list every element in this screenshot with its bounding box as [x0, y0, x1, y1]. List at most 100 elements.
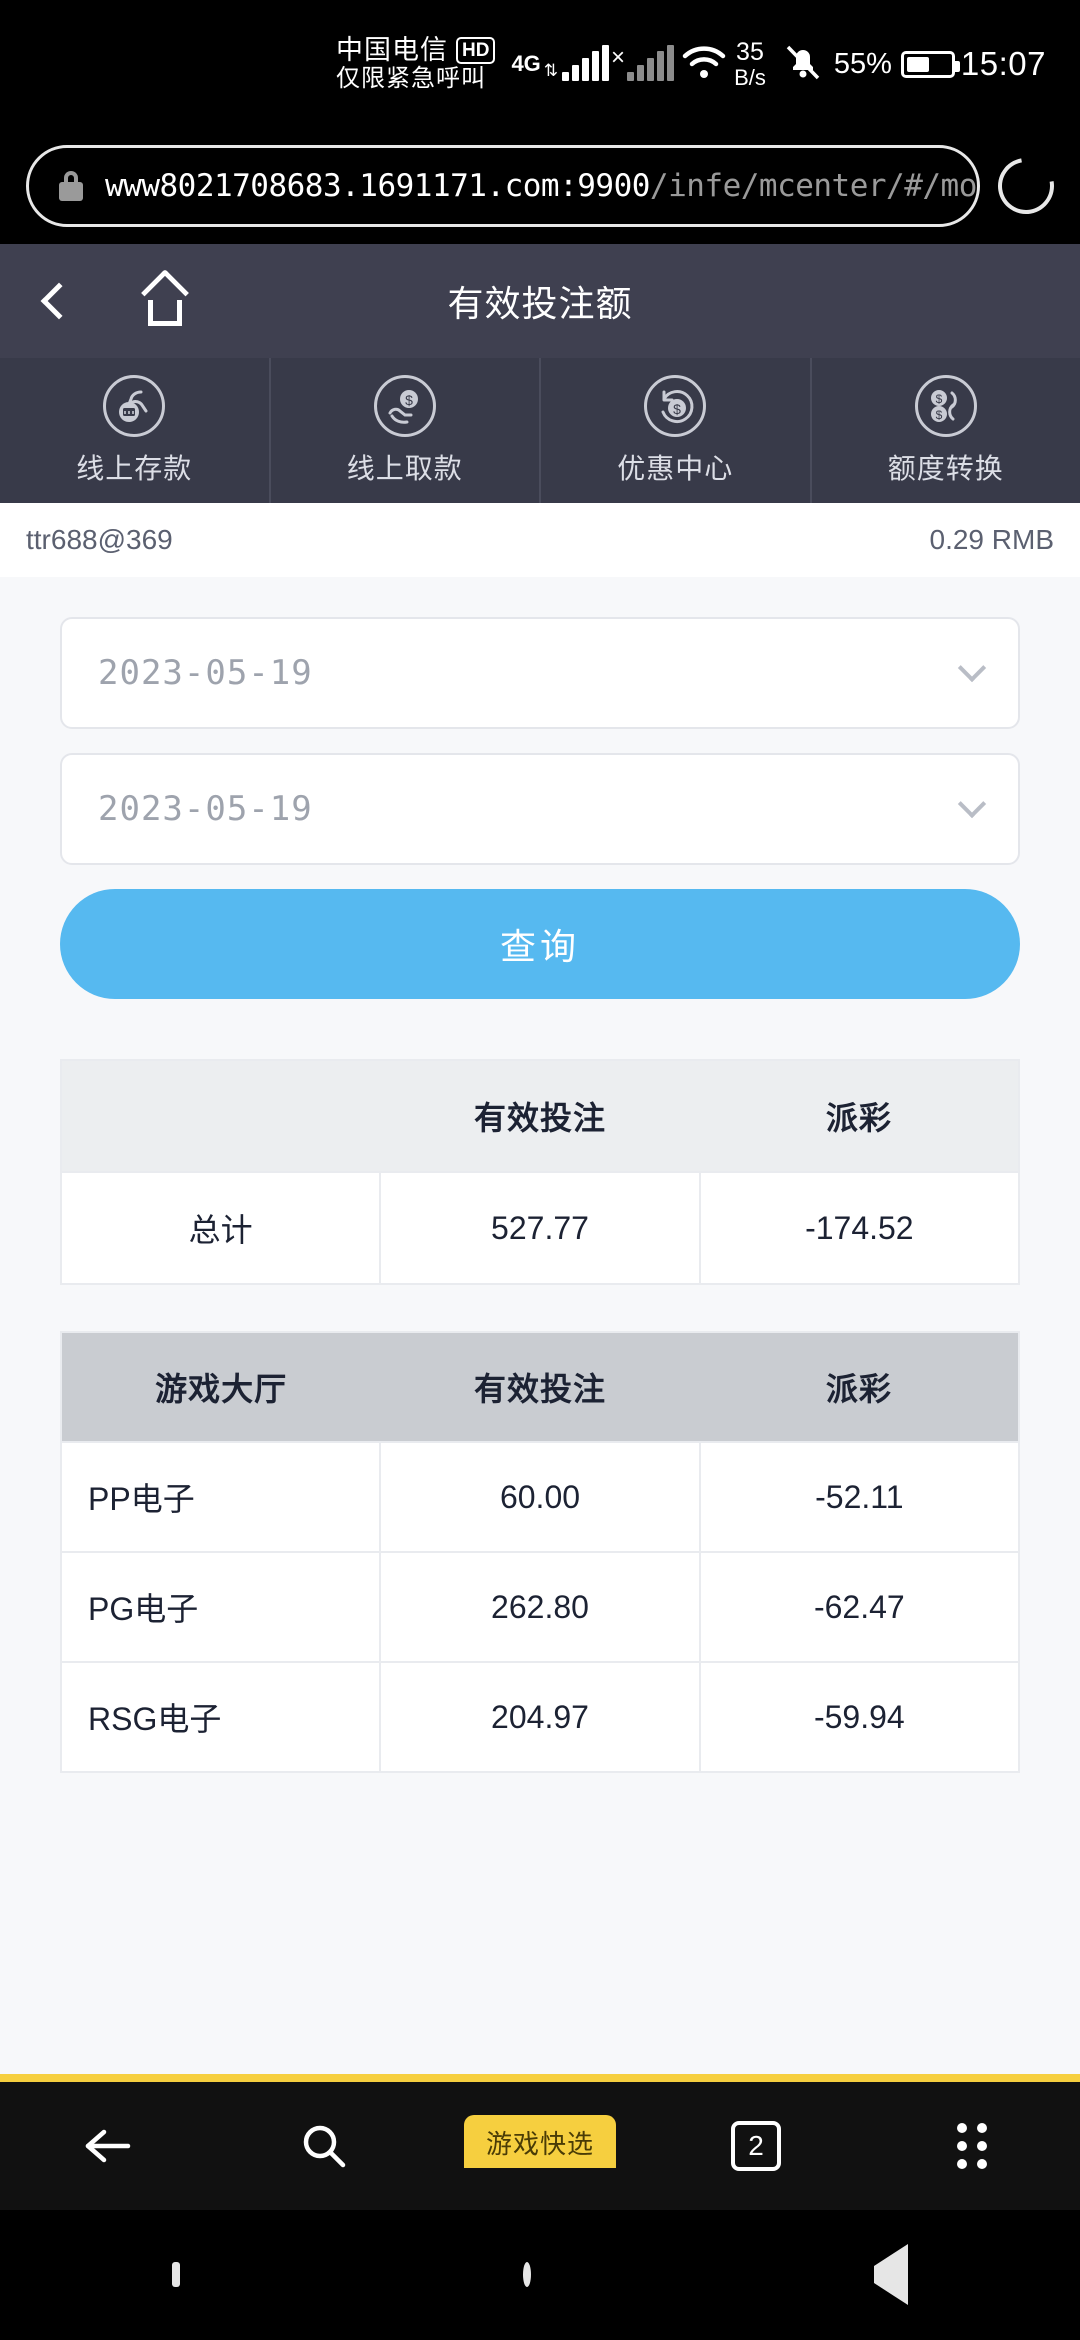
android-recents-button[interactable]	[171, 2262, 180, 2287]
quick-select-bar	[0, 2074, 1080, 2082]
table-header-row: 游戏大厅 有效投注 派彩	[61, 1332, 1019, 1442]
circle-home-icon	[522, 2262, 531, 2287]
game-quick-select-tab[interactable]: 游戏快选	[463, 2115, 617, 2168]
coin-refresh-promo-icon: $	[644, 374, 707, 437]
table-row: PP电子 60.00 -52.11	[61, 1441, 1019, 1552]
browser-back-button[interactable]	[48, 2096, 168, 2196]
android-nav-bar	[0, 2210, 1080, 2340]
app-header: 有效投注额	[0, 244, 1080, 358]
hand-coin-withdraw-icon: $	[373, 374, 436, 437]
url-text: www8021708683.1691171.com:9900/infe/mcen…	[105, 168, 977, 204]
summary-col-blank	[61, 1060, 381, 1172]
detail-row-valid-bet: 204.97	[379, 1661, 700, 1772]
url-host: www8021708683.1691171.com:9900	[105, 168, 650, 204]
start-date-value: 2023-05-19	[98, 653, 313, 693]
tab-label: 额度转换	[887, 452, 1004, 484]
account-bar: ttr688@369 0.29 RMB	[0, 503, 1080, 577]
summary-row-valid-bet: 527.77	[379, 1171, 700, 1284]
table-row: PG电子 262.80 -62.47	[61, 1551, 1019, 1662]
tab-label: 线上存款	[76, 452, 193, 484]
search-icon	[303, 2125, 346, 2168]
browser-menu-button[interactable]	[912, 2096, 1032, 2196]
detail-row-lobby: PP电子	[61, 1441, 381, 1552]
svg-text:$: $	[935, 392, 942, 406]
tab-count-badge: 2	[731, 2121, 781, 2171]
end-date-picker[interactable]: 2023-05-19	[60, 753, 1020, 865]
detail-col-lobby: 游戏大厅	[61, 1332, 381, 1442]
battery-percent-label: 55%	[833, 47, 892, 80]
net-speed-value: 35	[736, 38, 764, 67]
table-row: RSG电子 204.97 -59.94	[61, 1661, 1019, 1772]
triangle-back-icon	[874, 2244, 909, 2305]
coin-transfer-icon: $ $	[914, 374, 977, 437]
summary-row-label: 总计	[61, 1171, 381, 1284]
detail-row-valid-bet: 262.80	[379, 1551, 700, 1662]
emergency-only-label: 仅限紧急呼叫	[335, 64, 486, 92]
summary-table: 有效投注 派彩 总计 527.77 -174.52	[60, 1059, 1020, 1285]
network-type-label: 4G	[511, 51, 541, 76]
account-balance: 0.29 RMB	[929, 524, 1055, 555]
tab-online-withdraw[interactable]: $ 线上取款	[271, 358, 541, 503]
signal-bars-icon	[562, 45, 610, 81]
android-home-button[interactable]	[522, 2262, 531, 2287]
network-speed: 35 B/s	[734, 38, 766, 90]
lock-icon	[59, 171, 83, 201]
table-header-row: 有效投注 派彩	[61, 1060, 1019, 1172]
tab-online-deposit[interactable]: 线上存款	[0, 358, 271, 503]
carrier-name: 中国电信	[335, 35, 448, 66]
chevron-down-icon	[957, 653, 987, 683]
start-date-picker[interactable]: 2023-05-19	[60, 617, 1020, 729]
carrier-info: 中国电信 HD 仅限紧急呼叫	[335, 35, 496, 92]
page-title: 有效投注额	[447, 283, 633, 324]
detail-table: 游戏大厅 有效投注 派彩 PP电子 60.00 -52.11 PG电子 262.…	[60, 1331, 1020, 1773]
browser-url-bar: www8021708683.1691171.com:9900/infe/mcen…	[0, 128, 1080, 244]
no-sim-x-icon: ×	[611, 44, 626, 71]
home-icon	[139, 268, 191, 326]
net-speed-unit: B/s	[734, 64, 766, 90]
sim1-signal: 4G ⇅	[511, 45, 610, 81]
data-arrows-icon: ⇅	[543, 61, 559, 80]
hand-card-deposit-icon	[103, 374, 166, 437]
square-recents-icon	[171, 2262, 180, 2287]
android-back-button[interactable]	[874, 2244, 909, 2305]
tab-credit-transfer[interactable]: $ $ 额度转换	[812, 358, 1080, 503]
hd-badge: HD	[455, 37, 496, 65]
url-path: /infe/mcenter/#/mobile/eff	[649, 168, 977, 204]
sim2-signal-bars-icon	[627, 45, 675, 81]
clock-label: 15:07	[960, 45, 1046, 82]
query-button[interactable]: 查询	[60, 889, 1020, 999]
summary-col-payout: 派彩	[699, 1060, 1019, 1172]
detail-row-payout: -52.11	[698, 1441, 1019, 1552]
detail-row-lobby: RSG电子	[61, 1661, 381, 1772]
detail-col-valid-bet: 有效投注	[380, 1332, 700, 1442]
detail-row-payout: -59.94	[698, 1661, 1019, 1772]
main-content: 2023-05-19 2023-05-19 查询 有效投注 派彩 总计 527.…	[0, 577, 1080, 2074]
tab-promo-center[interactable]: $ 优惠中心	[541, 358, 812, 503]
tab-label: 线上取款	[346, 452, 463, 484]
wifi-icon	[682, 45, 726, 84]
status-bar: 中国电信 HD 仅限紧急呼叫 4G ⇅ × 35 B/s	[0, 0, 1080, 128]
end-date-value: 2023-05-19	[98, 789, 313, 829]
detail-row-payout: -62.47	[698, 1551, 1019, 1662]
svg-text:$: $	[935, 408, 942, 422]
more-dots-icon	[957, 2123, 987, 2169]
bell-off-icon	[784, 42, 822, 87]
browser-search-button[interactable]	[264, 2096, 384, 2196]
summary-col-valid-bet: 有效投注	[380, 1060, 700, 1172]
summary-row-payout: -174.52	[698, 1171, 1019, 1284]
home-button[interactable]	[110, 268, 220, 326]
table-row: 总计 527.77 -174.52	[61, 1171, 1019, 1284]
svg-text:$: $	[673, 401, 681, 417]
quick-action-tabs: 线上存款 $ 线上取款 $ 优惠	[0, 358, 1080, 503]
chevron-down-icon	[957, 789, 987, 819]
battery-icon	[900, 50, 960, 78]
url-input[interactable]: www8021708683.1691171.com:9900/infe/mcen…	[26, 145, 980, 227]
detail-row-lobby: PG电子	[61, 1551, 381, 1662]
tab-label: 优惠中心	[617, 452, 734, 484]
browser-tabs-button[interactable]: 2	[696, 2096, 816, 2196]
detail-row-valid-bet: 60.00	[379, 1441, 700, 1552]
svg-text:$: $	[405, 392, 413, 408]
detail-col-payout: 派彩	[699, 1332, 1019, 1442]
reload-icon[interactable]	[987, 147, 1065, 225]
